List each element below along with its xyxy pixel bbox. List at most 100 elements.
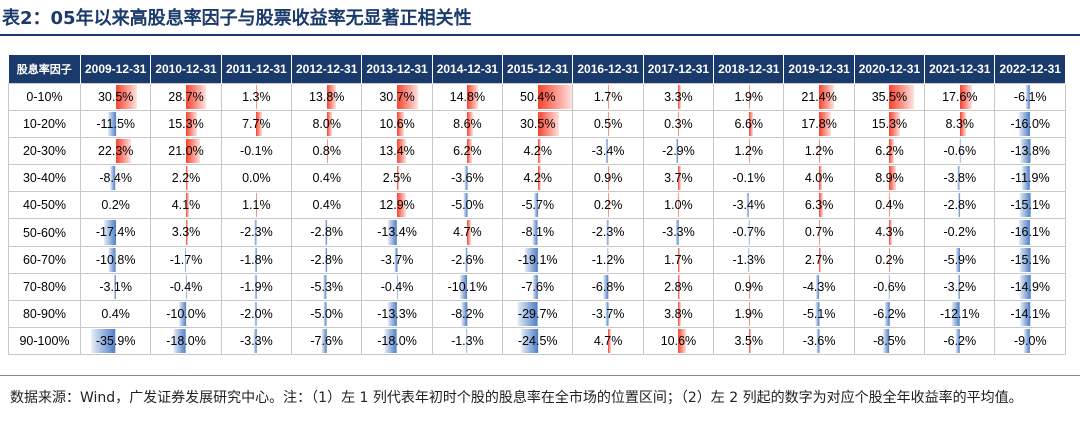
negative-data-bar — [603, 274, 609, 299]
table-row: 20-30% 22.3% 21.0% -0.1% 0.8% 13.4% 6.2% 4.2% -3… — [8, 136, 1066, 166]
cell-value: -15.1% — [1010, 198, 1051, 213]
column-header: 2019-12-31 — [783, 55, 855, 83]
table-row: 60-70% -10.8% -1.7% -1.8% -2.8% -3.7% -2.6% -19… — [8, 245, 1066, 274]
row-label: 40-50% — [8, 191, 81, 220]
positive-data-bar — [748, 274, 750, 299]
data-cell: 1.7% — [572, 82, 644, 111]
row-label: 70-80% — [8, 272, 81, 302]
data-cell: -2.3% — [220, 218, 293, 247]
cell-value: -8.4% — [99, 171, 132, 186]
data-cell: 0.8% — [291, 136, 363, 166]
cell-value: 15.3% — [871, 116, 908, 131]
cell-value: 0.4% — [101, 307, 130, 321]
cell-value: -12.1% — [939, 307, 980, 321]
cell-value: 2.8% — [664, 279, 693, 294]
cell-value: -2.0% — [240, 307, 273, 321]
cell-value: 8.3% — [945, 116, 975, 131]
cell-value: -18.0% — [166, 334, 206, 349]
data-cell: -18.0% — [361, 327, 433, 356]
column-header: 2011-12-31 — [221, 55, 293, 83]
data-cell: 3.8% — [642, 299, 715, 329]
data-cell: 0.9% — [713, 272, 785, 302]
cell-value: -10.8% — [95, 252, 136, 267]
negative-data-bar — [605, 138, 609, 164]
cell-value: 4.7% — [453, 225, 482, 240]
cell-value: 4.1% — [171, 198, 201, 213]
data-cell: -3.4% — [572, 136, 644, 166]
data-cell: -0.6% — [924, 136, 996, 166]
data-cell: -2.8% — [291, 245, 363, 274]
cell-value: -0.6% — [943, 143, 977, 158]
data-cell: -5.0% — [431, 191, 504, 220]
cell-value: 1.0% — [664, 198, 693, 213]
data-cell: -0.1% — [713, 164, 785, 193]
data-cell: -0.1% — [220, 136, 293, 166]
data-cell: -3.7% — [572, 299, 644, 329]
cell-value: -7.6% — [310, 334, 344, 349]
data-cell: 4.7% — [572, 327, 644, 356]
cell-value: 30.5% — [520, 116, 556, 131]
negative-data-bar — [532, 220, 538, 245]
negative-data-bar — [524, 247, 538, 272]
data-cell: 0.3% — [642, 109, 715, 138]
negative-data-bar — [466, 329, 468, 354]
negative-data-bar — [1026, 84, 1031, 109]
data-cell: -14.1% — [994, 299, 1066, 329]
cell-value: -3.8% — [943, 171, 977, 186]
cell-value: -6.2% — [873, 307, 906, 321]
positive-data-bar — [326, 111, 333, 136]
data-cell: -5.1% — [783, 299, 855, 329]
positive-data-bar — [186, 111, 197, 136]
data-cell: -35.9% — [79, 327, 152, 356]
column-header: 2021-12-31 — [924, 55, 996, 83]
cell-value: -2.9% — [662, 143, 695, 158]
data-cell: 1.2% — [713, 136, 785, 166]
data-cell: 4.3% — [853, 218, 926, 247]
cell-value: -3.6% — [451, 171, 484, 186]
negative-data-bar — [883, 329, 890, 354]
data-cell: 4.2% — [502, 136, 574, 166]
data-cell: 30.5% — [502, 109, 574, 138]
negative-data-bar — [532, 274, 538, 299]
cell-value: -11.9% — [1010, 171, 1050, 186]
positive-data-bar — [326, 138, 328, 164]
cell-value: -6.2% — [943, 334, 977, 349]
positive-data-bar — [537, 84, 572, 109]
negative-data-bar — [746, 193, 749, 218]
positive-data-bar — [748, 84, 751, 109]
positive-data-bar — [537, 111, 559, 136]
data-cell: -10.1% — [431, 272, 504, 302]
cell-value: -35.9% — [95, 334, 136, 349]
data-cell: 1.2% — [783, 136, 855, 166]
data-cell: 6.6% — [713, 109, 785, 138]
cell-value: 3.5% — [734, 334, 764, 349]
data-cell: 1.3% — [220, 82, 293, 111]
negative-data-bar — [173, 329, 187, 354]
data-cell: -17.4% — [79, 218, 152, 247]
cell-value: -8.1% — [521, 225, 555, 240]
cell-value: 13.4% — [379, 143, 415, 158]
cell-value: -5.7% — [521, 198, 555, 213]
negative-data-bar — [957, 193, 960, 218]
cell-value: -2.8% — [310, 225, 344, 240]
cell-value: -3.6% — [802, 334, 836, 349]
positive-data-bar — [889, 111, 900, 136]
positive-data-bar — [678, 166, 681, 191]
cell-value: 21.0% — [168, 143, 204, 158]
cell-value: -6.8% — [591, 279, 625, 294]
cell-value: -13.4% — [377, 225, 417, 240]
data-cell: 3.5% — [713, 327, 785, 356]
positive-data-bar — [397, 84, 419, 109]
data-cell: 28.7% — [150, 82, 222, 111]
negative-data-bar — [465, 247, 468, 272]
negative-data-bar — [533, 193, 538, 218]
cell-value: -3.3% — [662, 225, 695, 240]
data-cell: 10.6% — [361, 109, 433, 138]
positive-data-bar — [748, 138, 750, 164]
data-cell: 21.0% — [150, 136, 222, 166]
negative-data-bar — [816, 274, 820, 299]
negative-data-bar — [520, 329, 538, 354]
negative-data-bar — [1020, 138, 1031, 164]
cell-value: 4.3% — [875, 225, 904, 240]
data-cell: -15.1% — [994, 191, 1066, 220]
